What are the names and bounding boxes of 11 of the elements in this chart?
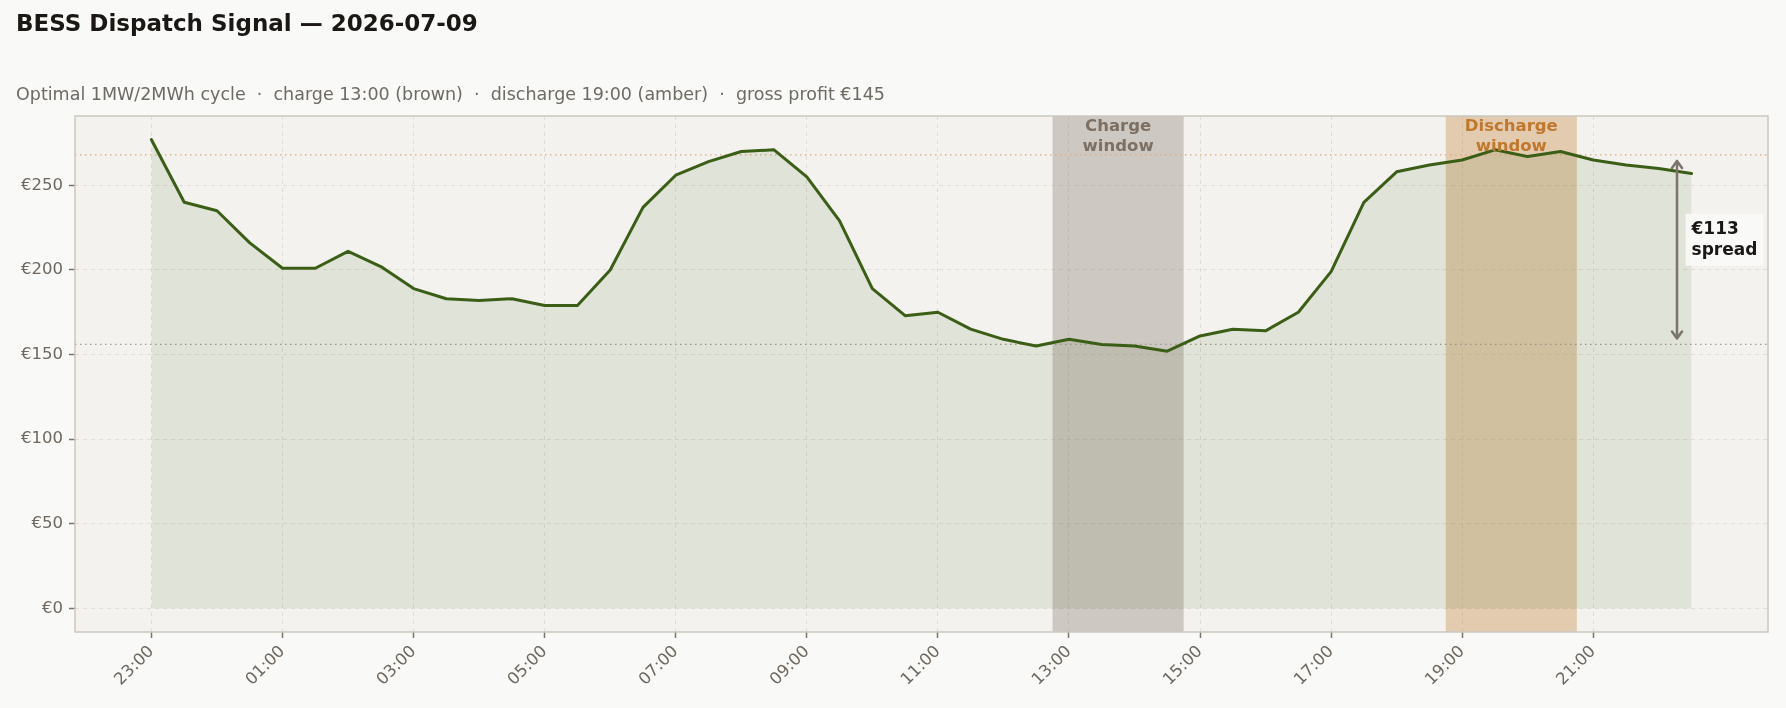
- band-label: Charge window: [1082, 115, 1154, 155]
- y-tick-label: €150: [21, 343, 63, 363]
- y-tick-label: €0: [42, 597, 63, 617]
- y-tick-label: €50: [31, 513, 63, 533]
- chart-title: BESS Dispatch Signal — 2026-07-09: [16, 10, 478, 36]
- y-tick-label: €200: [21, 259, 63, 279]
- y-tick-label: €100: [21, 428, 63, 448]
- annotation: €113 spread: [1690, 217, 1758, 259]
- band-label: Discharge window: [1464, 115, 1558, 155]
- y-tick-label: €250: [21, 174, 63, 194]
- chart-subtitle: Optimal 1MW/2MWh cycle · charge 13:00 (brown) · discharge 19:00 (amber) · gross profit €145: [16, 84, 885, 104]
